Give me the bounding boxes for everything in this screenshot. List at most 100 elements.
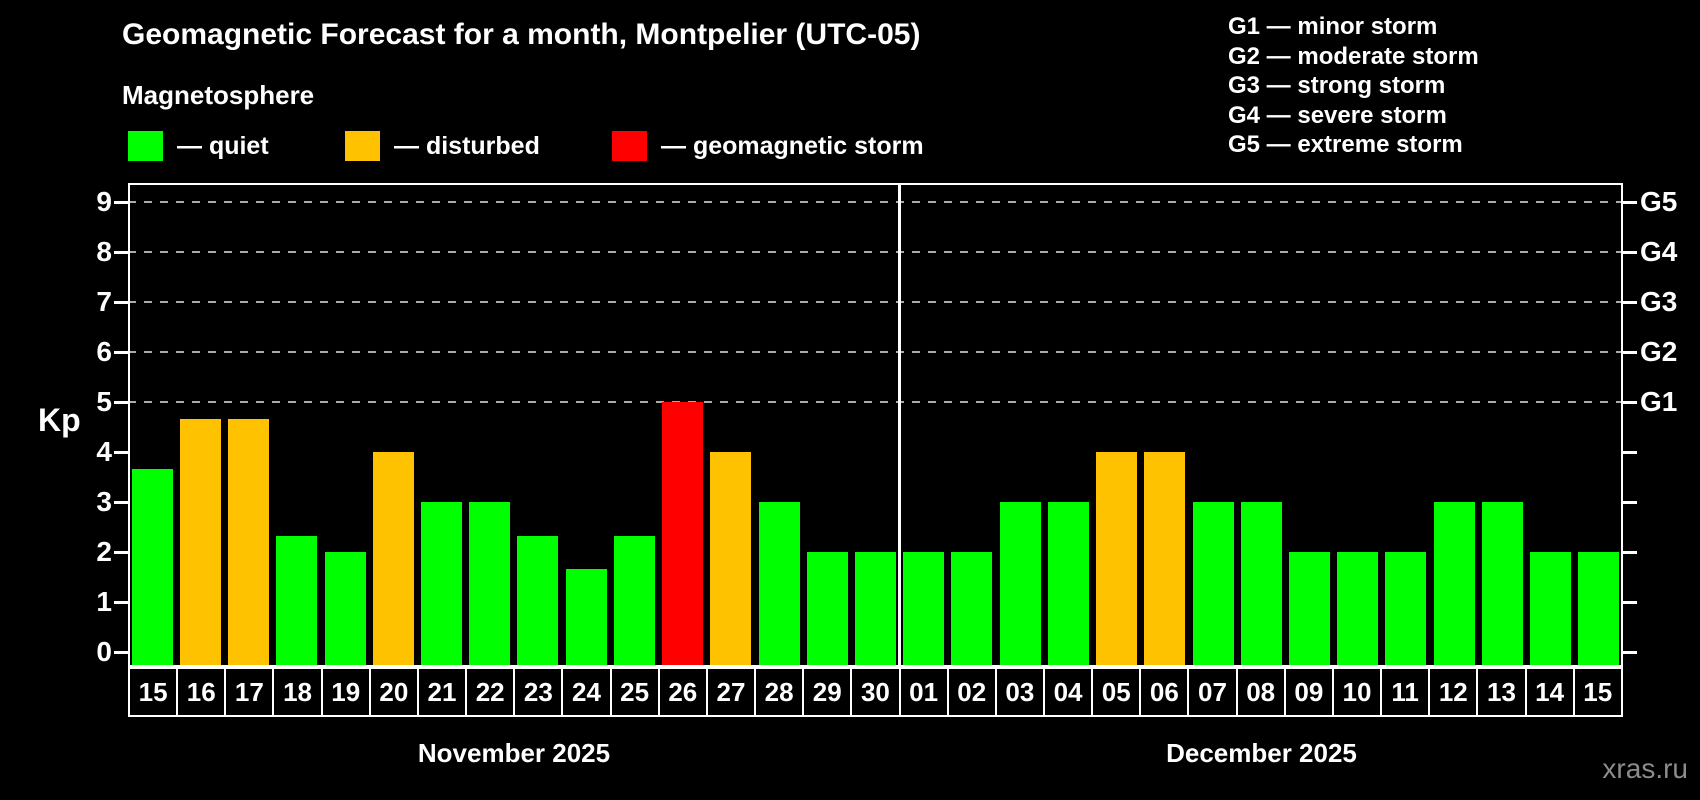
axis-tick-left (114, 600, 128, 604)
axis-tick-right (1623, 200, 1637, 204)
kp-bar (1096, 452, 1138, 667)
kp-bar (420, 502, 462, 667)
axis-tick-right (1623, 500, 1637, 504)
kp-bar (1047, 502, 1089, 667)
kp-bar (228, 418, 270, 667)
date-cell: 11 (1380, 669, 1428, 715)
kp-bar (179, 418, 221, 667)
legend-item-storm: — geomagnetic storm (612, 130, 924, 162)
axis-tick-right (1623, 400, 1637, 404)
grid-line-kp7 (128, 301, 1623, 303)
date-cell: 22 (465, 669, 513, 715)
chart-title: Geomagnetic Forecast for a month, Montpe… (122, 18, 921, 51)
axis-tick-right (1623, 650, 1637, 654)
date-cell: 06 (1139, 669, 1187, 715)
date-cell: 23 (513, 669, 561, 715)
kp-bar (1240, 502, 1282, 667)
kp-bar (662, 402, 704, 667)
plot-area (128, 183, 1623, 667)
kp-bar (1433, 502, 1475, 667)
legend-item-disturbed: — disturbed (345, 130, 540, 162)
date-cell: 04 (1042, 669, 1091, 715)
kp-bar (903, 552, 945, 667)
kp-bar (951, 552, 993, 667)
kp-bar (999, 502, 1041, 667)
date-cell: 28 (754, 669, 802, 715)
y-tick-label: 8 (96, 236, 112, 267)
date-cell: 14 (1524, 669, 1573, 715)
kp-bar (1530, 552, 1572, 667)
legend-label-quiet: — quiet (177, 131, 269, 160)
date-cell: 08 (1235, 669, 1284, 715)
date-cell: 25 (609, 669, 658, 715)
kp-bar (806, 552, 848, 667)
y-tick-label: 9 (96, 186, 112, 217)
axis-tick-right (1623, 600, 1637, 604)
axis-tick-left (114, 650, 128, 654)
date-cell: 05 (1091, 669, 1139, 715)
axis-tick-left (114, 550, 128, 554)
legend-label-disturbed: — disturbed (394, 131, 540, 160)
date-cell: 18 (272, 669, 320, 715)
date-cell: 09 (1283, 669, 1332, 715)
date-cell: 12 (1428, 669, 1476, 715)
axis-tick-left (114, 400, 128, 404)
date-cell: 20 (368, 669, 417, 715)
date-cell: 17 (224, 669, 272, 715)
date-cell: 02 (946, 669, 995, 715)
x-axis-date-row: 15 16 17 18 19 20 21 22 23 24 25 26 27 28 29 30 01 02 03 04… (128, 667, 1623, 717)
disturbed-color-swatch (345, 131, 380, 161)
date-cell: 15 (1572, 669, 1621, 715)
grid-line-kp6 (128, 351, 1623, 353)
grid-line-kp9 (128, 201, 1623, 203)
axis-tick-left (114, 200, 128, 204)
date-cell: 10 (1331, 669, 1380, 715)
date-cell: 13 (1476, 669, 1524, 715)
legend-label-storm: — geomagnetic storm (661, 131, 924, 160)
date-cell: 03 (994, 669, 1043, 715)
date-cell: 16 (176, 669, 224, 715)
kp-bar (758, 502, 800, 667)
g-axis-label-g4: G4 (1640, 236, 1678, 267)
axis-tick-left (114, 300, 128, 304)
kp-bar (469, 502, 511, 667)
kp-bar (1385, 552, 1427, 667)
g-scale-legend: G1 — minor storm G2 — moderate storm G3 … (1228, 12, 1479, 160)
date-cell: 15 (138, 676, 168, 707)
date-cell: 19 (320, 669, 369, 715)
g-axis-label-g5: G5 (1640, 186, 1678, 217)
g-legend-line-g1: G1 — minor storm (1228, 13, 1438, 40)
kp-bar (1289, 552, 1331, 667)
month-label-december: December 2025 (1166, 738, 1357, 768)
axis-tick-right (1623, 450, 1637, 454)
date-cell: 21 (416, 669, 465, 715)
month-label-november: November 2025 (417, 738, 611, 768)
kp-bar (131, 468, 173, 667)
y-tick-label: 6 (96, 336, 112, 367)
g-axis-label-g2: G2 (1640, 336, 1678, 367)
chart-subtitle: Magnetosphere (122, 80, 315, 110)
kp-bar (1192, 502, 1234, 667)
g-legend-line-g5: G5 — extreme storm (1228, 131, 1463, 158)
y-tick-label: 2 (96, 536, 112, 567)
axis-tick-right (1623, 350, 1637, 354)
watermark: xras.ru (1602, 753, 1688, 784)
kp-bar (276, 535, 318, 667)
axis-tick-left (114, 450, 128, 454)
storm-color-swatch (612, 131, 647, 161)
kp-bar (372, 452, 414, 667)
axis-tick-left (114, 350, 128, 354)
y-tick-label: 1 (96, 586, 112, 617)
grid-line-kp5 (128, 401, 1623, 403)
g-legend-line-g4: G4 — severe storm (1228, 101, 1447, 129)
g-legend-line-g3: G3 — strong storm (1228, 72, 1446, 99)
kp-bar (1481, 502, 1523, 667)
axis-tick-left (114, 250, 128, 254)
grid-line-kp8 (128, 251, 1623, 253)
axis-tick-left (114, 500, 128, 504)
date-cell: 30 (850, 669, 898, 715)
kp-bar (710, 452, 752, 667)
kp-bar (565, 568, 607, 667)
axis-tick-right (1623, 550, 1637, 554)
